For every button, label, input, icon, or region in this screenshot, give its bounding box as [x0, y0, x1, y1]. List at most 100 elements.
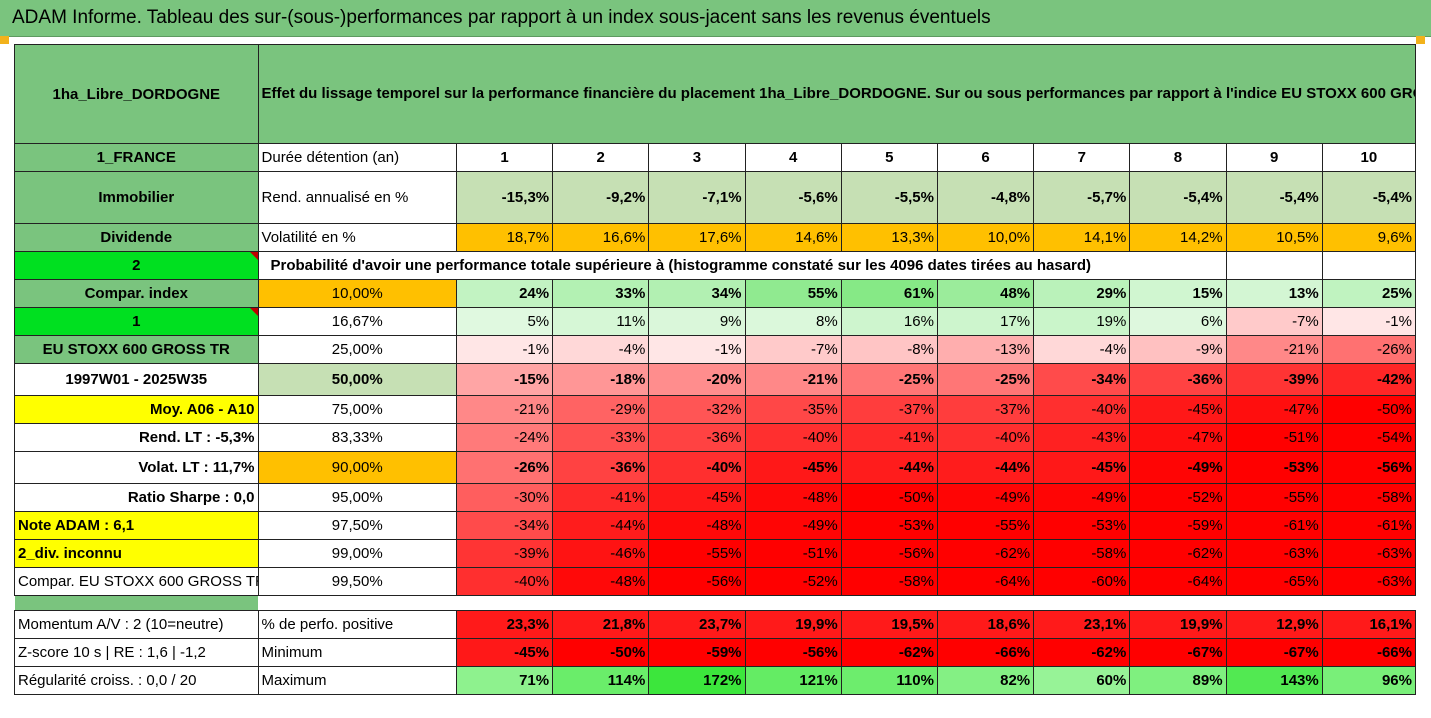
- probability-cell: -40%: [744, 423, 842, 452]
- probability-cell: -48%: [552, 567, 650, 596]
- percentile-cell: 10,00%: [257, 279, 457, 308]
- rend-cell: -5,5%: [840, 171, 938, 224]
- summary-cell: 60%: [1033, 666, 1131, 695]
- rend-cell: -9,2%: [552, 171, 650, 224]
- probability-cell: -48%: [648, 511, 746, 540]
- percentile-cell: 90,00%: [257, 451, 457, 484]
- summary-cell: -50%: [552, 638, 650, 667]
- probability-cell: -45%: [1033, 451, 1131, 484]
- probability-cell: -50%: [1321, 395, 1417, 424]
- probability-cell: -9%: [1129, 335, 1227, 364]
- probability-cell: 24%: [455, 279, 554, 308]
- year-cell: 1: [455, 143, 554, 172]
- empty-cell: [1321, 251, 1417, 280]
- probability-cell: -62%: [936, 539, 1035, 568]
- probability-cell: -58%: [1321, 483, 1417, 512]
- probability-cell: -45%: [1129, 395, 1227, 424]
- probability-cell: -63%: [1321, 539, 1417, 568]
- probability-cell: -59%: [1129, 511, 1227, 540]
- probability-cell: -7%: [1225, 307, 1323, 336]
- probability-cell: -21%: [455, 395, 554, 424]
- summary-label: Régularité croiss. : 0,0 / 20: [14, 666, 259, 695]
- probability-cell: -55%: [936, 511, 1035, 540]
- vol-label: Volatilité en %: [257, 223, 457, 252]
- vol-cell: 18,7%: [455, 223, 554, 252]
- probability-header: Probabilité d'avoir une performance tota…: [257, 251, 1227, 280]
- summary-cell: -56%: [744, 638, 842, 667]
- header-description: Effet du lissage temporel sur la perform…: [257, 44, 1417, 144]
- row-label: Ratio Sharpe : 0,0: [14, 483, 259, 512]
- probability-cell: -13%: [936, 335, 1035, 364]
- asset-name: 1ha_Libre_DORDOGNE: [14, 44, 259, 144]
- probability-cell: 11%: [552, 307, 650, 336]
- row-label[interactable]: 1: [14, 307, 259, 336]
- vol-cell: 14,1%: [1033, 223, 1131, 252]
- summary-cell: -62%: [1033, 638, 1131, 667]
- probability-cell: -33%: [552, 423, 650, 452]
- summary-cell: 110%: [840, 666, 938, 695]
- summary-cell: 172%: [648, 666, 746, 695]
- empty-cell: [1225, 251, 1323, 280]
- probability-cell: -41%: [552, 483, 650, 512]
- probability-cell: -39%: [455, 539, 554, 568]
- vol-cell: 10,5%: [1225, 223, 1323, 252]
- summary-cell: -67%: [1225, 638, 1323, 667]
- probability-cell: -37%: [936, 395, 1035, 424]
- probability-cell: -53%: [1225, 451, 1323, 484]
- probability-cell: -34%: [455, 511, 554, 540]
- probability-cell: 17%: [936, 307, 1035, 336]
- percentile-cell: 97,50%: [257, 511, 457, 540]
- probability-cell: -65%: [1225, 567, 1323, 596]
- probability-cell: -35%: [744, 395, 842, 424]
- probability-cell: -43%: [1033, 423, 1131, 452]
- probability-cell: -44%: [936, 451, 1035, 484]
- probability-cell: -56%: [840, 539, 938, 568]
- probability-cell: -44%: [552, 511, 650, 540]
- probability-cell: -53%: [1033, 511, 1131, 540]
- probability-cell: 9%: [648, 307, 746, 336]
- probability-cell: -36%: [552, 451, 650, 484]
- summary-cell: 23,1%: [1033, 610, 1131, 639]
- year-cell: 7: [1033, 143, 1131, 172]
- probability-cell: -20%: [648, 363, 746, 396]
- summary-cell: 89%: [1129, 666, 1227, 695]
- probability-cell: -47%: [1129, 423, 1227, 452]
- probability-cell: -18%: [552, 363, 650, 396]
- summary-cell: 96%: [1321, 666, 1417, 695]
- probability-rows: Compar. index 10,00% 24% 33% 34% 55% 61% 48% 29%…: [14, 279, 1417, 596]
- percentile-cell: 99,00%: [257, 539, 457, 568]
- probability-cell: -49%: [1129, 451, 1227, 484]
- probability-cell: -36%: [1129, 363, 1227, 396]
- percentile-cell: 83,33%: [257, 423, 457, 452]
- percentile-cell: 50,00%: [257, 363, 457, 396]
- summary-label: Momentum A/V : 2 (10=neutre): [14, 610, 259, 639]
- percentile-cell: 16,67%: [257, 307, 457, 336]
- summary-cell: 82%: [936, 666, 1035, 695]
- dividend-label: Dividende: [14, 223, 259, 252]
- vol-cell: 13,3%: [840, 223, 938, 252]
- row-label: Moy. A06 - A10: [14, 395, 259, 424]
- probability-cell: -54%: [1321, 423, 1417, 452]
- probability-cell: -51%: [744, 539, 842, 568]
- percentile-cell: 75,00%: [257, 395, 457, 424]
- probability-cell: 34%: [648, 279, 746, 308]
- probability-cell: -8%: [840, 335, 938, 364]
- year-cell: 5: [840, 143, 938, 172]
- probability-cell: -29%: [552, 395, 650, 424]
- probability-cell: -25%: [936, 363, 1035, 396]
- summary-cell: 121%: [744, 666, 842, 695]
- summary-cell: 143%: [1225, 666, 1323, 695]
- summary-cell: 19,5%: [840, 610, 938, 639]
- summary-cell: -45%: [455, 638, 554, 667]
- row-label: Note ADAM : 6,1: [14, 511, 259, 540]
- probability-cell: -63%: [1321, 567, 1417, 596]
- vol-cell: 10,0%: [936, 223, 1035, 252]
- row-label: 1997W01 - 2025W35: [14, 363, 259, 396]
- probability-cell: -25%: [840, 363, 938, 396]
- selector-2[interactable]: 2: [14, 251, 259, 280]
- spacer: [258, 595, 1416, 611]
- probability-cell: 8%: [744, 307, 842, 336]
- probability-cell: -45%: [648, 483, 746, 512]
- rend-label: Rend. annualisé en %: [257, 171, 457, 224]
- rend-cell: -4,8%: [936, 171, 1035, 224]
